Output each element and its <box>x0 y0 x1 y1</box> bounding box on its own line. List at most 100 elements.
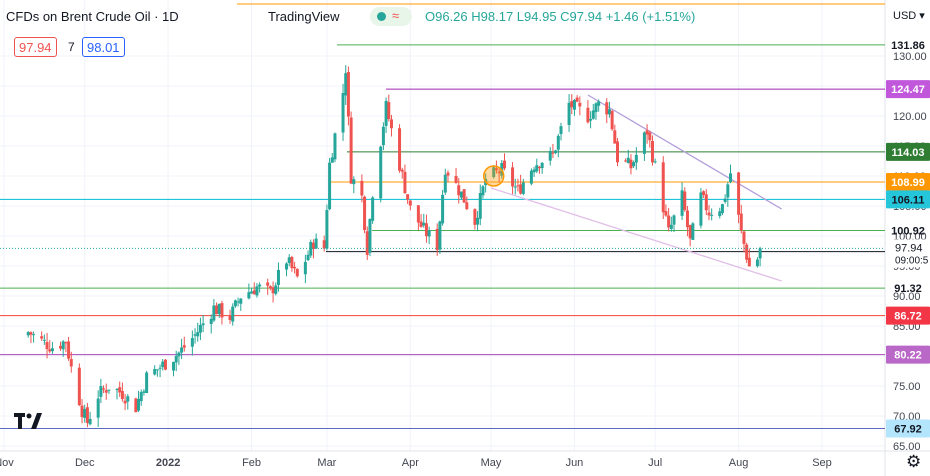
level-price-label: 91.32 <box>894 283 922 295</box>
candle-body <box>653 161 657 163</box>
candle-body <box>77 367 81 406</box>
candle-body <box>158 367 162 369</box>
candle-body <box>142 391 146 393</box>
candle-body <box>511 167 515 187</box>
candle-body <box>26 332 30 336</box>
candle-body <box>145 372 149 394</box>
candle-body <box>341 93 345 133</box>
candle-body <box>589 118 593 121</box>
currency-selector[interactable]: USD ▾ <box>893 9 925 22</box>
level-price-label: 86.72 <box>894 311 922 323</box>
candle-body <box>400 169 404 172</box>
candle-body <box>476 217 480 225</box>
candle-body <box>96 398 100 418</box>
candle-body <box>193 334 197 336</box>
candle-body <box>42 339 46 341</box>
candle-body <box>554 150 558 154</box>
candle-body <box>551 152 555 154</box>
candle-body <box>408 200 412 206</box>
candle-body <box>293 266 297 269</box>
level-price-label: 100.92 <box>891 225 925 237</box>
candle-body <box>45 341 49 350</box>
candle-body <box>594 103 598 113</box>
wave-icon: ≈ <box>392 8 400 23</box>
x-tick-label: Sep <box>812 457 832 469</box>
candle-body <box>177 352 181 357</box>
x-tick-label: Feb <box>242 457 261 469</box>
candle-body <box>201 323 205 326</box>
candle-body <box>266 282 270 286</box>
candle-body <box>624 160 628 162</box>
currency-label: USD <box>893 10 917 22</box>
candle-body <box>548 150 552 161</box>
candle-body <box>494 168 498 171</box>
level-price-label: 124.47 <box>891 84 925 96</box>
candle-body <box>118 387 122 393</box>
candle-body <box>126 396 130 402</box>
x-tick-label: Nov <box>0 457 14 469</box>
candle-body <box>309 241 313 256</box>
level-price-label: 114.03 <box>891 147 924 159</box>
candle-body <box>454 176 458 183</box>
candle-body <box>605 102 609 115</box>
candle-body <box>710 214 714 216</box>
candle-body <box>161 361 165 368</box>
x-tick-label: Jun <box>566 457 584 469</box>
candle-body <box>642 132 646 154</box>
level-price-label: 106.11 <box>891 194 924 206</box>
candle-body <box>215 305 219 315</box>
candle-body <box>567 102 571 125</box>
candle-body <box>704 194 708 211</box>
candle-body <box>446 172 450 176</box>
candle-body <box>462 189 466 203</box>
candle-body <box>559 126 563 135</box>
candle-body <box>650 140 654 163</box>
candle-body <box>371 197 375 221</box>
candle-body <box>88 418 92 425</box>
candle-body <box>379 146 383 199</box>
candle-body <box>328 162 332 210</box>
candle-body <box>196 332 200 337</box>
candle-body <box>739 213 743 231</box>
sell-button[interactable]: 97.94 <box>14 37 57 57</box>
x-tick-label: 2022 <box>156 457 180 469</box>
candle-body <box>758 248 762 259</box>
level-price-tag <box>886 345 930 364</box>
candle-body <box>268 286 272 289</box>
candle-body <box>233 300 237 307</box>
gear-icon[interactable]: ⚙ <box>906 452 922 471</box>
candle-body <box>271 287 275 294</box>
candle-body <box>220 303 224 318</box>
candle-body <box>634 154 638 163</box>
candle-body <box>123 400 127 404</box>
candle-body <box>403 171 407 194</box>
candle-body <box>389 119 393 129</box>
x-tick-label: Jul <box>648 457 662 469</box>
candle-body <box>69 359 73 367</box>
level-price-tag <box>886 80 930 99</box>
candle-body <box>661 162 665 213</box>
candle-body <box>481 186 485 196</box>
candle-body <box>691 223 695 240</box>
candle-body <box>723 198 727 202</box>
y-tick-label: 120.00 <box>893 111 927 123</box>
candle-body <box>424 223 428 237</box>
candle-body <box>747 257 751 267</box>
countdown-label: 09:00:5 <box>895 255 929 266</box>
tradingview-logo-icon[interactable] <box>14 412 42 435</box>
buy-button[interactable]: 98.01 <box>82 37 125 57</box>
candle-body <box>155 369 159 371</box>
candle-body <box>99 386 103 397</box>
candle-body <box>50 348 54 352</box>
candle-body <box>406 194 410 200</box>
candle-body <box>247 292 251 299</box>
marker-circle-icon[interactable] <box>482 165 505 187</box>
candle-body <box>290 256 294 269</box>
candle-body <box>443 174 447 193</box>
level-price-label: 131.86 <box>891 40 925 52</box>
market-status-icon[interactable]: ≈ <box>370 7 412 26</box>
candle-body <box>513 186 517 188</box>
candle-body <box>529 170 533 184</box>
candle-body <box>648 132 652 141</box>
